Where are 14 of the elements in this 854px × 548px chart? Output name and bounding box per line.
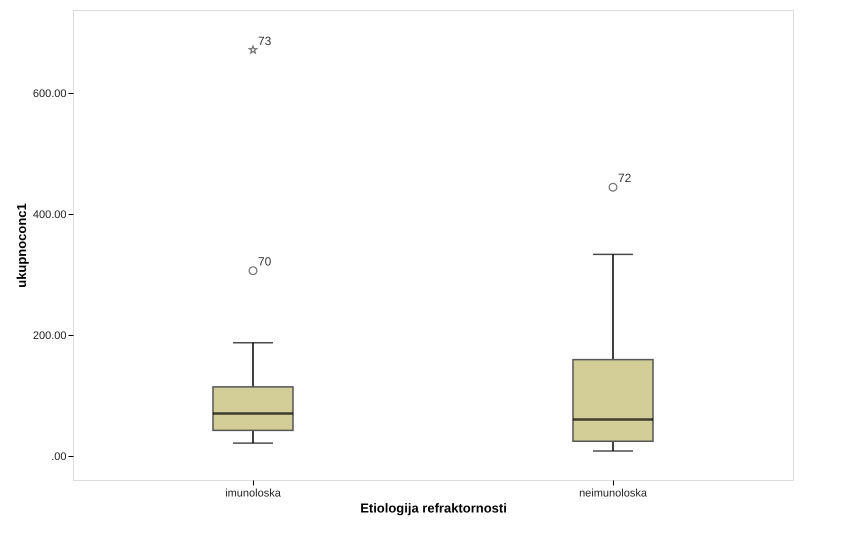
annotation: 73	[258, 34, 272, 48]
y-tick-label: 600.00	[32, 88, 66, 100]
annotation: 70	[258, 254, 272, 269]
x-tick-label: neimunoloska	[579, 488, 648, 500]
point	[608, 182, 618, 192]
x-axis-title: Etiologija refraktornosti	[360, 500, 507, 516]
y-tick-label: 200.00	[32, 330, 66, 342]
point	[248, 266, 258, 276]
y-tick-label: 400.00	[32, 208, 66, 221]
x-tick-label: imunoloska	[225, 488, 282, 500]
annotation: 72	[618, 171, 632, 186]
point	[248, 45, 258, 54]
y-tick-label: .00	[51, 450, 66, 463]
y-axis-title: ukupnoconc1	[14, 203, 29, 288]
